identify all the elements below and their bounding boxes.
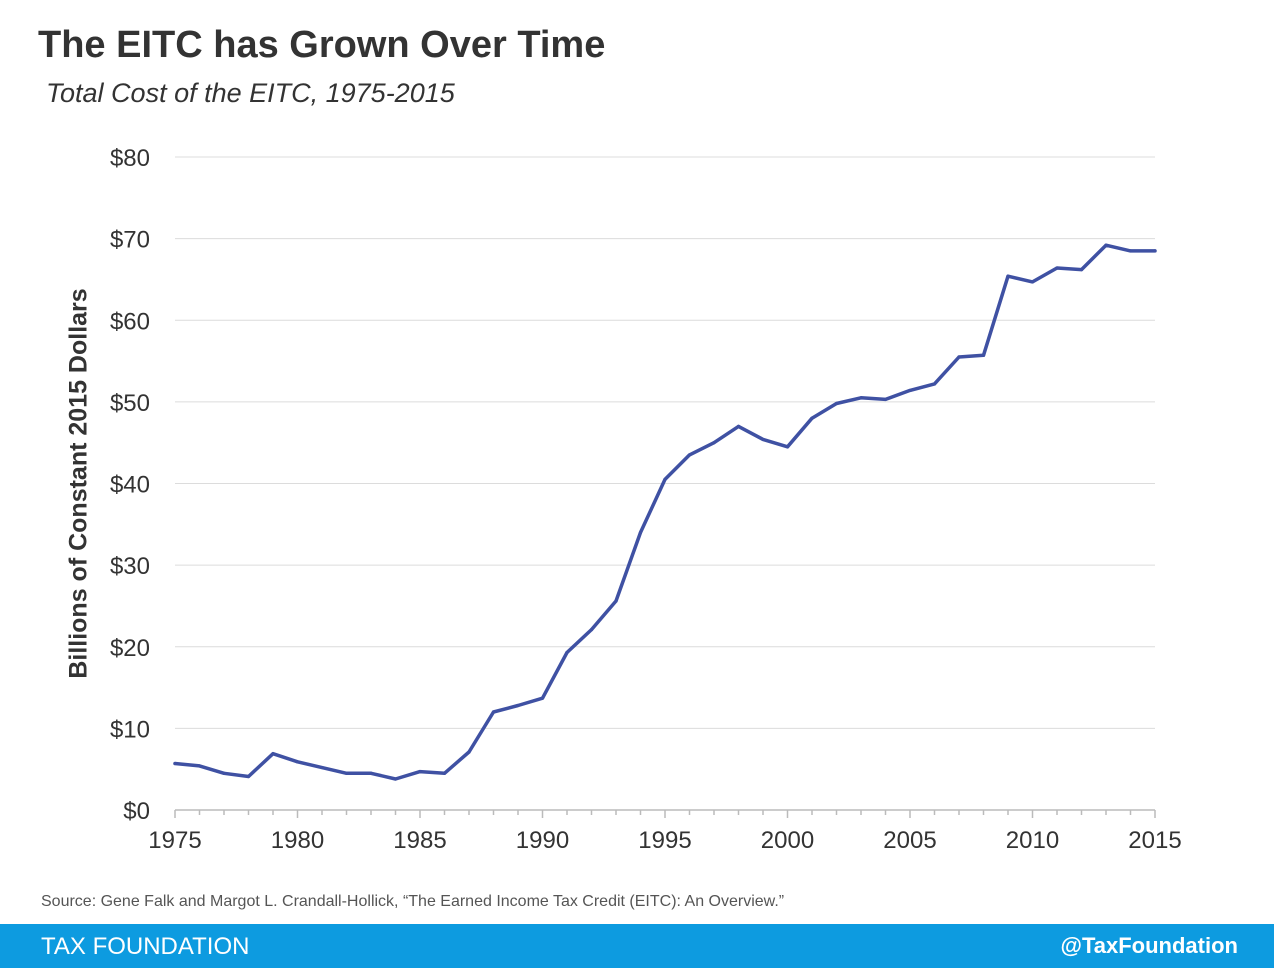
data-point: [1104, 243, 1108, 247]
data-point: [736, 424, 741, 428]
data-point: [908, 388, 912, 393]
x-tick-label: 2005: [883, 827, 936, 854]
data-point: [589, 628, 594, 632]
x-tick-label: 2015: [1128, 827, 1181, 854]
data-point: [810, 416, 814, 420]
x-tick-label: 2000: [761, 827, 814, 854]
data-point: [222, 771, 226, 775]
data-point: [197, 764, 202, 768]
y-axis-title: Billions of Constant 2015 Dollars: [65, 288, 93, 678]
data-point: [1030, 280, 1035, 284]
y-tick-label: $20: [110, 635, 150, 662]
gridlines: [175, 156, 1155, 729]
data-point: [932, 382, 937, 386]
data-point: [1128, 249, 1133, 253]
x-tick-label: 1980: [271, 827, 324, 854]
data-point: [393, 777, 398, 781]
data-point: [614, 599, 618, 603]
y-tick-label: $50: [110, 390, 150, 417]
data-point: [834, 401, 839, 406]
data-point: [1055, 266, 1059, 270]
data-point: [344, 771, 349, 775]
brand-name: TAX FOUNDATION: [41, 933, 250, 960]
x-tick-label: 1975: [148, 827, 201, 854]
data-point: [957, 355, 961, 359]
data-point: [712, 441, 716, 445]
data-point: [173, 761, 177, 766]
data-point: [246, 774, 251, 779]
data-point: [442, 771, 447, 775]
data-point: [981, 353, 986, 357]
x-tick-label: 1995: [638, 827, 691, 854]
data-point: [491, 710, 496, 714]
data-point: [320, 765, 324, 770]
y-tick-label: $60: [110, 308, 150, 335]
footer-bar: TAX FOUNDATION @TaxFoundation: [0, 924, 1274, 968]
series-line: [173, 243, 1157, 781]
data-point: [638, 530, 643, 535]
data-point: [369, 771, 373, 775]
y-tick-label: $10: [110, 716, 150, 743]
data-point: [1006, 274, 1010, 278]
chart-title: The EITC has Grown Over Time: [38, 24, 606, 66]
x-tick-label: 1985: [393, 827, 446, 854]
data-point: [859, 396, 863, 400]
data-point: [663, 477, 667, 482]
data-point: [467, 750, 471, 754]
data-point: [1153, 249, 1157, 253]
x-axis: [174, 809, 1156, 818]
data-point: [295, 760, 300, 764]
chart-subtitle: Total Cost of the EITC, 1975-2015: [46, 78, 455, 108]
data-point: [565, 650, 569, 655]
data-point: [761, 437, 765, 442]
y-tick-label: $70: [110, 227, 150, 254]
y-axis: $0 $10 $20 $30 $40 $50 $60 $70 $80: [110, 145, 150, 825]
data-point: [785, 445, 790, 449]
data-point: [540, 696, 545, 700]
data-point: [1079, 268, 1084, 272]
y-tick-label: $0: [123, 798, 150, 825]
data-point: [687, 453, 692, 457]
social-handle[interactable]: @TaxFoundation: [1060, 933, 1238, 958]
x-tick-label: 2010: [1006, 827, 1059, 854]
y-tick-label: $80: [110, 145, 150, 172]
x-axis-labels: 1975 1980 1985 1990 1995 2000 2005 2010 2015: [148, 827, 1181, 854]
y-tick-label: $40: [110, 472, 150, 499]
data-point: [516, 703, 520, 708]
series-layer: [173, 243, 1157, 781]
x-tick-label: 1990: [516, 827, 569, 854]
data-point: [271, 752, 275, 756]
source-note: Source: Gene Falk and Margot L. Crandall…: [41, 893, 785, 910]
data-point: [883, 397, 888, 402]
line-chart: $0$10$20$30$40$50$60$70$80 1975 1980 1985 1…: [65, 145, 1182, 854]
data-point: [418, 770, 422, 774]
y-tick-label: $30: [110, 553, 150, 580]
